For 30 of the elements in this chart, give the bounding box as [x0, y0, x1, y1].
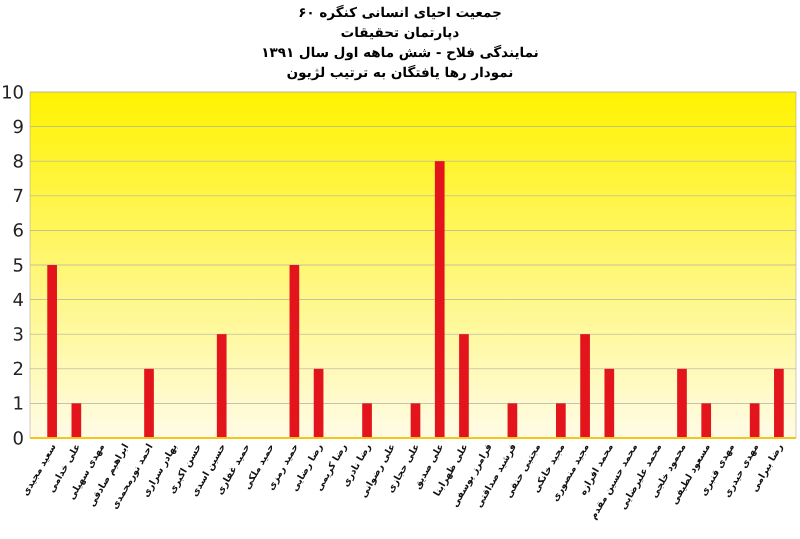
- bar: [459, 334, 469, 438]
- bar: [677, 368, 687, 438]
- y-tick-label: 2: [12, 359, 24, 380]
- y-tick-label: 6: [12, 220, 24, 242]
- bar: [774, 368, 784, 438]
- bar: [750, 403, 760, 438]
- bar: [216, 334, 227, 438]
- y-tick-label: 8: [12, 152, 24, 172]
- y-tick-label: 10: [1, 82, 24, 104]
- bar: [314, 368, 324, 438]
- y-tick-label: 3: [12, 324, 24, 346]
- bar: [410, 403, 420, 438]
- chart-title: جمعیت احیای انسانی کنگره ۶۰ دپارتمان تحقیقات نمایندگی فلاح - شش ماهه اول سال ۱۳۹۱ نمودار رها یافتگان به ترتیب لژیون: [261, 4, 539, 81]
- bar: [362, 403, 372, 438]
- bar: [47, 265, 57, 438]
- y-tick-label: 7: [12, 186, 24, 208]
- bar: [144, 368, 154, 438]
- bar: [71, 403, 82, 438]
- y-tick-label: 9: [12, 116, 24, 138]
- y-tick-label: 0: [12, 428, 24, 450]
- bar: [508, 403, 518, 438]
- bar: [701, 403, 712, 438]
- y-tick-label: 4: [12, 290, 24, 311]
- y-tick-label: 1: [12, 394, 24, 415]
- bar: [556, 403, 566, 438]
- bar: [434, 161, 445, 438]
- bar: [604, 368, 614, 438]
- y-tick-label: 5: [12, 255, 24, 276]
- bar: [290, 265, 300, 438]
- bar: [580, 334, 590, 438]
